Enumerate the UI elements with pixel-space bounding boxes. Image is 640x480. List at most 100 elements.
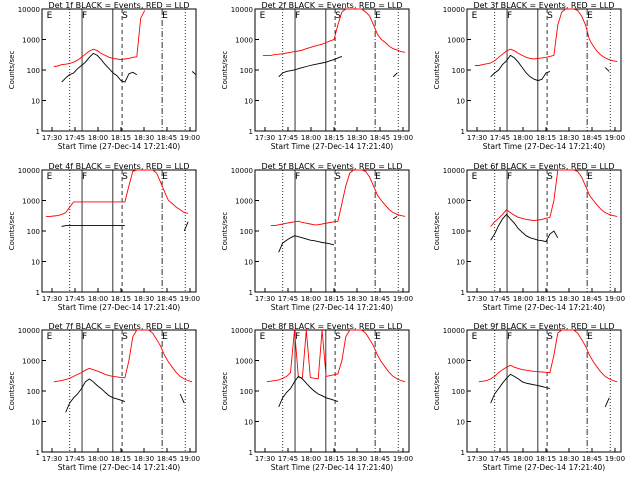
region-label: E <box>47 332 53 342</box>
y-tick-label: 1000 <box>235 358 253 366</box>
plot-frame <box>254 329 410 453</box>
y-tick-label: 1 <box>249 449 253 457</box>
x-tick-label: 18:30 <box>559 295 579 303</box>
x-tick-label: 18:15 <box>111 134 131 142</box>
x-tick-label: 18:00 <box>513 455 533 463</box>
lld-series-line <box>53 10 146 67</box>
x-tick-label: 17:30 <box>467 455 487 463</box>
region-label: E <box>472 11 478 21</box>
lld-series-line <box>262 8 406 56</box>
y-tick-label: 1 <box>249 128 253 136</box>
plot-frame <box>466 169 622 293</box>
x-tick-label: 18:30 <box>559 455 579 463</box>
x-tick-label: 18:45 <box>370 295 390 303</box>
lld-series-line <box>270 169 406 227</box>
lld-series-line <box>45 169 189 217</box>
x-tick-label: 18:00 <box>301 455 321 463</box>
events-series-line <box>490 213 559 243</box>
panel-title: Det 5f BLACK = Events, RED = LLD <box>261 162 402 171</box>
plot-frame <box>254 169 410 293</box>
events-series-line <box>278 216 398 253</box>
y-tick-label: 10000 <box>18 327 40 335</box>
region-label: E <box>472 332 478 342</box>
x-tick-label: 18:45 <box>157 295 177 303</box>
x-tick-label: 18:30 <box>559 134 579 142</box>
panel-title: Det 3f BLACK = Events, RED = LLD <box>473 1 614 10</box>
plot-frame <box>466 8 622 132</box>
y-tick-label: 10000 <box>443 167 465 175</box>
x-tick-label: 18:15 <box>111 295 131 303</box>
x-tick-label: 18:30 <box>134 134 154 142</box>
region-label: F <box>507 172 512 182</box>
region-label: S <box>335 332 341 342</box>
region-label: E <box>587 332 593 342</box>
x-tick-label: 19:00 <box>605 455 625 463</box>
x-tick-label: 19:00 <box>605 134 625 142</box>
plot-frame <box>254 8 410 132</box>
y-axis-label: Counts/sec <box>433 51 441 90</box>
events-series-line <box>65 378 185 413</box>
x-tick-label: 17:45 <box>278 455 298 463</box>
x-tick-label: 17:45 <box>490 455 510 463</box>
x-tick-label: 18:15 <box>536 134 556 142</box>
y-tick-label: 100 <box>452 67 465 75</box>
y-tick-label: 1000 <box>22 198 40 206</box>
y-tick-label: 10000 <box>231 167 253 175</box>
x-tick-label: 17:30 <box>255 455 275 463</box>
region-label: E <box>587 172 593 182</box>
x-tick-label: 18:45 <box>582 295 602 303</box>
events-series-line <box>61 221 189 232</box>
x-tick-label: 17:30 <box>467 295 487 303</box>
region-label: E <box>375 172 381 182</box>
lld-series-line <box>53 329 193 383</box>
y-tick-label: 100 <box>27 228 40 236</box>
x-tick-label: 18:15 <box>536 455 556 463</box>
x-tick-label: 19:00 <box>393 295 413 303</box>
region-label: F <box>507 332 512 342</box>
y-tick-label: 1000 <box>447 198 465 206</box>
x-tick-label: 18:45 <box>370 134 390 142</box>
region-label: E <box>162 332 168 342</box>
x-tick-label: 19:00 <box>180 295 200 303</box>
x-tick-label: 18:00 <box>301 134 321 142</box>
x-axis-label: Start Time (27-Dec-14 17:21:40) <box>58 463 180 472</box>
y-tick-label: 1 <box>461 128 465 136</box>
y-tick-label: 1 <box>36 289 40 297</box>
plot-frame <box>466 329 622 453</box>
events-series-line <box>490 373 610 408</box>
y-tick-label: 1000 <box>22 37 40 45</box>
y-tick-label: 10 <box>456 419 465 427</box>
region-label: F <box>82 11 87 21</box>
x-axis-label: Start Time (27-Dec-14 17:21:40) <box>58 142 180 151</box>
y-tick-label: 100 <box>452 388 465 396</box>
x-tick-label: 17:30 <box>42 134 62 142</box>
x-tick-label: 18:00 <box>513 295 533 303</box>
y-axis-label: Counts/sec <box>221 51 229 90</box>
y-tick-label: 1 <box>249 289 253 297</box>
region-label: F <box>82 172 87 182</box>
x-tick-label: 19:00 <box>180 134 200 142</box>
y-axis-label: Counts/sec <box>8 372 16 411</box>
y-tick-label: 100 <box>240 388 253 396</box>
region-label: S <box>547 332 553 342</box>
panel-title: Det 9f BLACK = Events, RED = LLD <box>473 322 614 331</box>
panel-title: Det 4f BLACK = Events, RED = LLD <box>48 162 189 171</box>
lld-series-line <box>490 169 618 227</box>
x-tick-label: 18:15 <box>111 455 131 463</box>
y-axis-label: Counts/sec <box>8 51 16 90</box>
region-label: E <box>375 332 381 342</box>
x-tick-label: 18:30 <box>347 134 367 142</box>
plot-frame <box>41 169 197 293</box>
y-tick-label: 10000 <box>443 327 465 335</box>
y-tick-label: 1 <box>36 128 40 136</box>
y-tick-label: 1000 <box>235 198 253 206</box>
y-tick-label: 100 <box>452 228 465 236</box>
y-tick-label: 1 <box>36 449 40 457</box>
y-tick-label: 10 <box>244 419 253 427</box>
region-label: E <box>472 172 478 182</box>
y-tick-label: 10 <box>31 98 40 106</box>
chart-panel: Det 4f BLACK = Events, RED = LLD 1 10 100 10… <box>8 162 200 312</box>
x-tick-label: 17:30 <box>467 134 487 142</box>
region-label: S <box>122 11 128 21</box>
x-tick-label: 19:00 <box>393 455 413 463</box>
